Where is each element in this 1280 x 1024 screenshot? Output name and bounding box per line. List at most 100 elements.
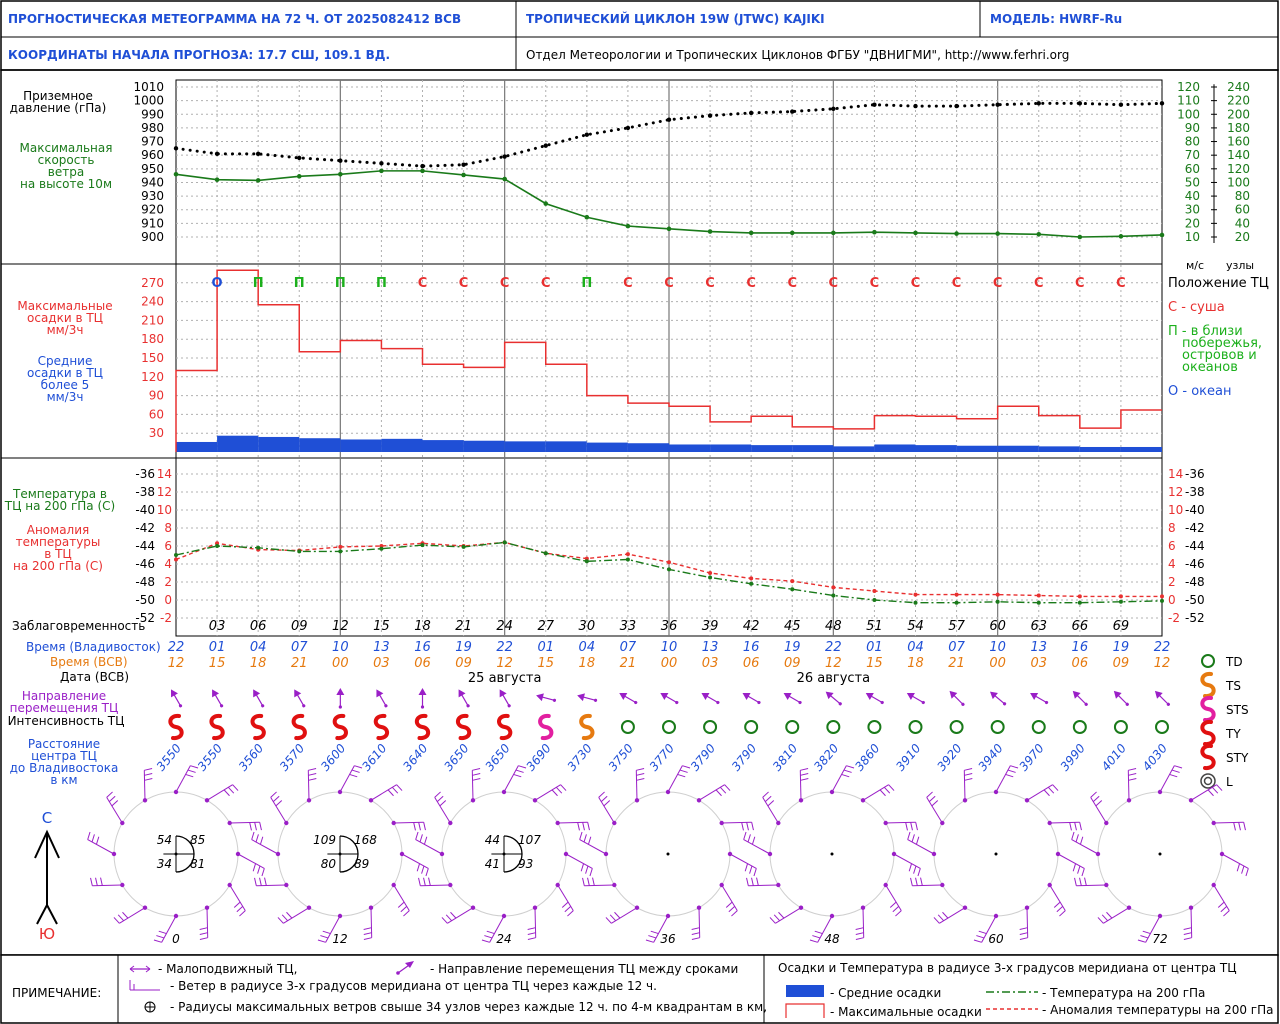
wind-barb-feather [614, 911, 621, 919]
wind-rose-lead: 36 [660, 932, 676, 946]
note-direction: - Направление перемещения ТЦ между срока… [430, 962, 738, 976]
td-icon [826, 720, 841, 734]
td-icon [949, 720, 964, 734]
sts-icon [538, 713, 554, 741]
wind-barb-feather [905, 822, 908, 831]
wind-rose: 0 85 81 34 54 [87, 765, 265, 946]
wind-barb-feather [1106, 911, 1113, 919]
pressure-tick-label: 920 [141, 203, 164, 217]
direction-arrow [825, 691, 842, 706]
pressure-point [1036, 101, 1041, 106]
wind-barb-feather [551, 789, 558, 797]
arrow-head [742, 693, 751, 700]
legend-avg: - Средние осадки [830, 986, 941, 1000]
wind-barb-feather [843, 769, 852, 773]
wind-barb-shaft [503, 765, 519, 793]
lead-tick-label: 03 [209, 619, 226, 634]
legend-sts-icon [1200, 695, 1216, 723]
position-legend-coast: побережья, [1182, 336, 1262, 351]
avg-precip-bar [915, 445, 957, 452]
wind-barb-feather [434, 791, 441, 798]
wind-rose-center [830, 852, 834, 856]
wind-label: скорость [38, 153, 95, 167]
temperature-point [256, 545, 261, 550]
avg-precip-label: мм/3ч [47, 390, 84, 404]
pressure-point [255, 151, 261, 157]
vlad-time: 22 [168, 640, 185, 655]
wind-barb-feather [1079, 877, 1082, 886]
temp-tick-label-right: -44 [1185, 539, 1205, 553]
wind-kt-tick-label: 60 [1235, 203, 1250, 217]
wind-barb-feather [587, 822, 590, 831]
temp-tick-label: -42 [135, 521, 155, 535]
legend-sty-icon [1200, 743, 1216, 771]
symbol-stroke [1200, 743, 1216, 771]
wind-station-dot [391, 882, 396, 888]
wind-barb-feather [855, 937, 864, 940]
pressure-point [1159, 101, 1165, 106]
pressure-tick-label: 1010 [133, 80, 164, 94]
wind-barb-feather [889, 901, 897, 908]
position-legend-coast: островов и [1182, 348, 1257, 363]
wind-barb-feather [158, 930, 167, 935]
wind-barb-feather [144, 768, 153, 771]
wind-barb-feather [892, 905, 900, 913]
utc-time: 12 [168, 656, 185, 671]
vlad-time: 19 [1113, 640, 1130, 655]
wind-barb-feather [1128, 768, 1137, 771]
pressure-point [543, 143, 548, 148]
wind-barb-feather [1137, 939, 1146, 943]
pressure-tick-label: 900 [141, 230, 164, 244]
symbol-stroke [538, 713, 554, 741]
wind-barb-feather [363, 927, 372, 930]
wind-barb-feather [743, 831, 747, 840]
wind-barb-feather [351, 769, 360, 773]
position-marker: С [1075, 276, 1085, 291]
wind-rose: 72 [1071, 765, 1249, 946]
position-marker: С [952, 276, 962, 291]
wind-barb-feather [1183, 932, 1192, 935]
wind-rose-lead: 24 [496, 932, 511, 946]
position-legend-land: С - суша [1168, 300, 1225, 315]
utc-time: 09 [455, 656, 472, 671]
anom-tick-label: 2 [164, 575, 172, 589]
temperature-point [995, 599, 1000, 604]
wind-barb-shaft [1213, 821, 1244, 824]
avg-precip-label: более 5 [41, 378, 90, 392]
utc-time: 12 [496, 656, 513, 671]
arrow-tail [1166, 702, 1170, 706]
legend-td-icon [1201, 654, 1215, 668]
wind-barb-feather [908, 863, 913, 872]
wind-barb-feather [928, 795, 936, 803]
temp-tick-label: -50 [135, 593, 155, 607]
pressure-point [297, 155, 302, 161]
arrow-head [499, 689, 507, 698]
distance-value: 3790 [729, 741, 760, 774]
radius-sw: 80 [321, 857, 337, 871]
temp-tick-label: -36 [135, 467, 155, 481]
vlad-time: 16 [743, 640, 760, 655]
arrow-tail [961, 702, 965, 706]
wind-barb-feather [725, 901, 733, 908]
wind-barb-feather [308, 768, 317, 771]
distance-value: 3730 [565, 741, 596, 774]
wind-barb-feather [926, 791, 933, 798]
wind-barb-feather [973, 939, 982, 943]
sty-icon [168, 713, 184, 741]
wind-barb-feather [773, 914, 781, 922]
bottom-panel: 3550 3550 3560 3570 3600 3610 3640 3650 3650 3690… [34, 654, 1249, 946]
wind-barb-feather [1241, 865, 1245, 874]
temp-tick-label: -46 [135, 557, 155, 571]
anomaly-point [1036, 593, 1041, 598]
distance-value: 3600 [318, 741, 349, 774]
wind-barb-feather [592, 877, 595, 886]
arrow-head [536, 693, 544, 702]
direction-arrow [1154, 690, 1170, 706]
anomaly-point [708, 571, 713, 575]
symbol-stroke [1200, 695, 1216, 723]
wind-barb-feather [907, 831, 911, 840]
wind-barb-feather [1101, 914, 1109, 922]
pressure-point [748, 110, 754, 116]
wind-barb-feather [1238, 822, 1241, 831]
legend-temp: - Температура на 200 гПа [1042, 986, 1205, 1000]
